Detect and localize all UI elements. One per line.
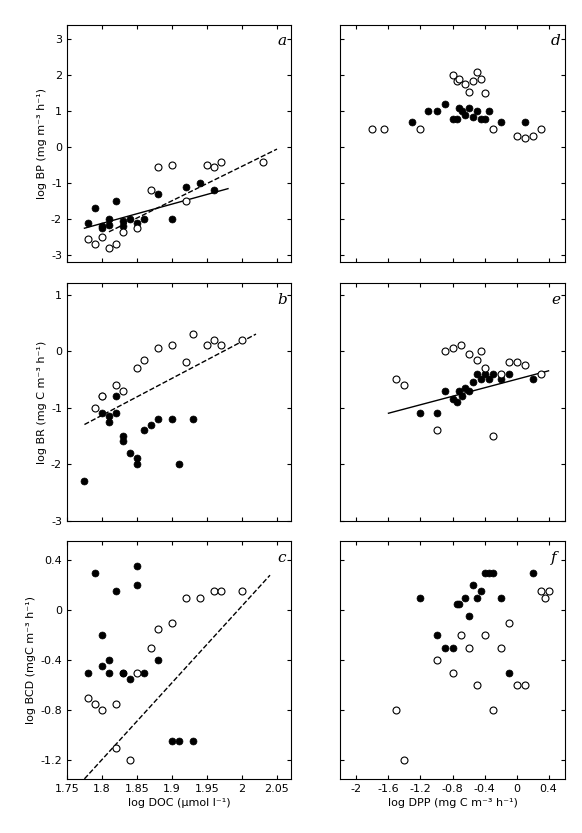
X-axis label: log DOC (μmol l⁻¹): log DOC (μmol l⁻¹) <box>127 798 230 808</box>
Y-axis label: log BP (mg m⁻³ h⁻¹): log BP (mg m⁻³ h⁻¹) <box>37 88 47 199</box>
Text: d: d <box>551 34 561 48</box>
Text: a: a <box>278 34 287 48</box>
Text: c: c <box>278 551 286 565</box>
Y-axis label: log BR (mg C m⁻³ h⁻¹): log BR (mg C m⁻³ h⁻¹) <box>37 341 47 463</box>
Text: f: f <box>551 551 557 565</box>
Text: e: e <box>551 292 560 307</box>
Y-axis label: log BCD (mgC m⁻³ h⁻¹): log BCD (mgC m⁻³ h⁻¹) <box>26 596 36 724</box>
Text: b: b <box>278 292 288 307</box>
X-axis label: log DPP (mg C m⁻³ h⁻¹): log DPP (mg C m⁻³ h⁻¹) <box>388 798 517 808</box>
